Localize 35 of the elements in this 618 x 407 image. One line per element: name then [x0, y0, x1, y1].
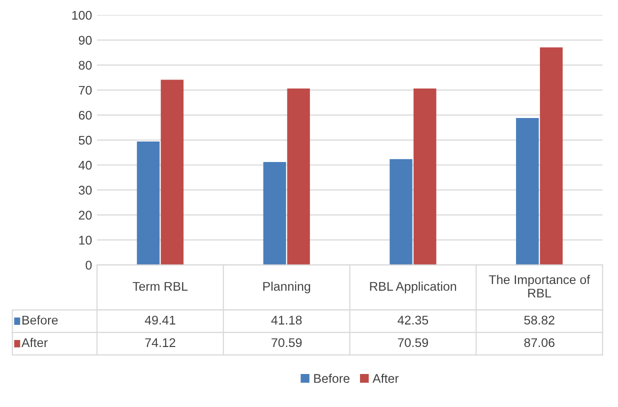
data-label: 70.59	[398, 338, 428, 348]
y-tick-label: 90	[78, 36, 92, 45]
x-tick-label: Planning	[263, 282, 310, 294]
y-tick-label: 0	[86, 260, 92, 270]
data-label: 70.59	[272, 338, 302, 348]
y-tick-label: 70	[78, 86, 92, 95]
y-tick-label: 20	[78, 210, 92, 220]
x-tick-label: RBL Application	[370, 282, 456, 294]
x-tick-label: The Importance of RBL	[488, 274, 590, 298]
bar	[263, 162, 286, 265]
legend-label: Before	[22, 315, 58, 325]
y-tick-label: 10	[79, 236, 92, 245]
y-tick-label: 50	[78, 136, 92, 145]
bar	[136, 141, 160, 265]
bar	[287, 88, 310, 265]
bar	[414, 88, 436, 265]
y-tick-label: 40	[78, 160, 92, 170]
y-tick-label: 80	[78, 60, 92, 70]
bar	[516, 118, 539, 265]
legend-label: After	[372, 374, 399, 383]
text: Before	[314, 374, 350, 383]
y-tick-label: 30	[78, 186, 92, 195]
data-label: 49.41	[144, 316, 176, 325]
x-tick-label: Term RBL	[132, 282, 188, 291]
text: After	[21, 338, 48, 348]
data-label: 41.18	[271, 316, 302, 325]
bar	[540, 47, 563, 265]
y-tick-label: 60	[78, 110, 92, 120]
y-tick-label: 100	[72, 10, 92, 20]
data-label: 58.82	[524, 316, 554, 325]
data-label: 42.35	[398, 316, 428, 325]
bar	[160, 80, 184, 265]
data-label: 74.12	[145, 338, 176, 347]
data-label: 87.06	[524, 338, 554, 348]
bar	[390, 159, 412, 265]
